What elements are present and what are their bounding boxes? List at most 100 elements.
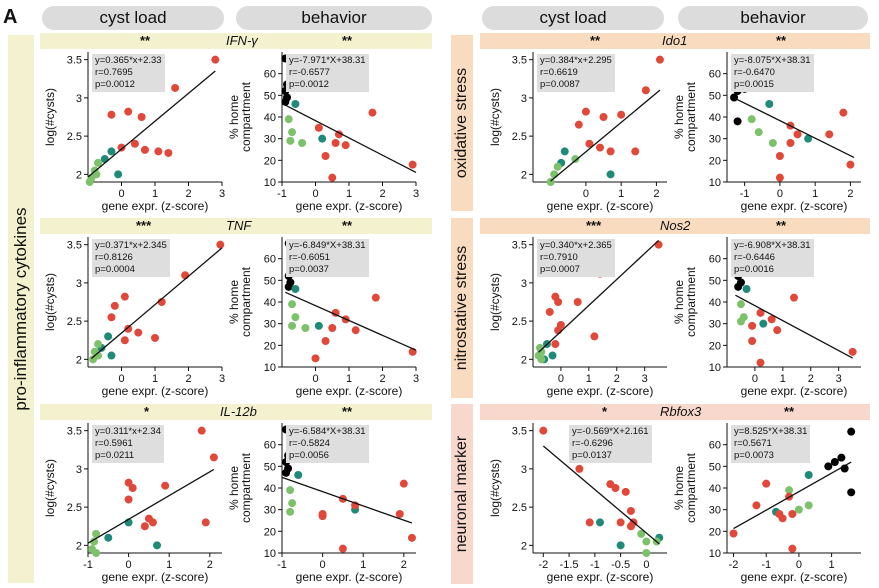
- x-tick-label: 1: [618, 188, 624, 200]
- stats-line: p=0.0211: [95, 450, 135, 461]
- data-point-green: [642, 537, 651, 546]
- y-tick-label: 20: [709, 340, 721, 352]
- data-point-red: [351, 326, 360, 335]
- y-tick-label: 20: [709, 155, 721, 167]
- regression-stats: y=-6.908*X+38.31 r=-0.6446 p=0.0016: [731, 239, 814, 277]
- x-axis-label: gene expr. (z-score): [546, 199, 654, 213]
- data-point-red: [545, 307, 554, 316]
- stats-line: r=0.6619: [540, 67, 578, 78]
- data-point-red: [128, 484, 137, 492]
- data-point-teal: [294, 471, 303, 479]
- side-label-text: nitrostative stress: [453, 245, 470, 371]
- data-point-red: [756, 308, 765, 317]
- regression-line: [730, 95, 855, 158]
- x-tick-label: 0: [796, 559, 802, 571]
- scatter-plot-svg: 2 2.5 3 3.5 0 1 2 3: [67, 237, 225, 385]
- regression-stats: y=-0.569*X+2.161 r=-0.6296 p=0.0137: [569, 425, 652, 463]
- data-point-red: [107, 110, 116, 119]
- sig-behavior: **: [776, 33, 787, 48]
- data-point-black: [824, 462, 833, 471]
- y-tick-label: 10: [709, 362, 721, 374]
- data-point-red: [554, 298, 563, 306]
- regression-line: [735, 294, 853, 359]
- data-point-green: [736, 300, 745, 309]
- regression-line: [538, 239, 660, 353]
- x-tick-label: 1: [152, 188, 158, 200]
- x-tick-label: 0: [752, 373, 758, 385]
- data-point-red: [611, 484, 620, 492]
- stats-line: y=0.384*x+2.295: [540, 55, 612, 66]
- scatter-plot-svg: 2 2.5 3 3.5 0 1 2 3: [67, 52, 225, 200]
- plot-ifng-behavior: 10 20 30 40 50 60 -1 0 1 2 3 y=-7.971*X+38.31 r=-0.6…: [227, 52, 419, 213]
- x-tick-label: 2: [379, 373, 385, 385]
- stats-line: r=-0.6577: [289, 67, 330, 78]
- data-point-green: [94, 340, 103, 349]
- regression-stats: y=0.371*x+2.345 r=0.8126 p=0.0004: [92, 239, 170, 277]
- regression-stats: y=0.340*x+2.365 r=0.7910 p=0.0007: [537, 239, 615, 277]
- y-tick-label: 2: [76, 540, 82, 552]
- stats-line: p=0.0137: [572, 450, 612, 461]
- data-point-green: [94, 351, 103, 360]
- scatter-plot-svg: 10 20 30 40 50 60 -1 0 1 2: [264, 423, 416, 571]
- data-point-red: [314, 123, 323, 132]
- data-point-red: [729, 529, 738, 538]
- x-axis-label: gene expr. (z-score): [295, 199, 403, 213]
- stats-line: r=0.5961: [95, 438, 133, 449]
- regression-stats: y=0.384*x+2.295 r=0.6619 p=0.0087: [537, 54, 615, 92]
- sig-behavior: **: [342, 33, 353, 48]
- data-point-green: [85, 178, 94, 186]
- data-point-teal: [107, 351, 116, 360]
- data-point-red: [626, 522, 635, 531]
- data-point-teal: [606, 170, 615, 179]
- stats-line: y=0.365*x+2.33: [95, 55, 162, 66]
- data-point-red: [596, 143, 604, 152]
- x-tick-label: -1: [740, 188, 750, 200]
- x-tick-label: -1: [761, 559, 771, 571]
- data-point-red: [107, 313, 116, 322]
- data-point-green: [804, 501, 813, 510]
- data-point-red: [631, 147, 640, 156]
- y-tick-label: 60: [709, 440, 721, 452]
- data-point-red: [341, 141, 350, 150]
- x-tick-label: 1: [586, 373, 592, 385]
- data-point-green: [642, 549, 651, 557]
- stats-line: p=0.0087: [540, 79, 580, 90]
- stats-line: y=0.371*x+2.345: [95, 240, 167, 251]
- y-tick-label: 40: [264, 483, 276, 495]
- x-axis-label: gene expr. (z-score): [546, 570, 654, 584]
- data-point-red: [395, 510, 404, 518]
- data-point-red: [140, 145, 149, 154]
- data-point-green: [284, 115, 293, 124]
- y-tick-label: 2: [76, 354, 82, 366]
- x-tick-label: 1: [812, 188, 818, 200]
- y-tick-label: 20: [264, 155, 276, 167]
- data-point-red: [790, 293, 798, 302]
- sig-cyst: ***: [136, 218, 152, 233]
- data-point-red: [762, 479, 771, 488]
- regression-line: [281, 476, 413, 524]
- y-tick-label: 20: [264, 340, 276, 352]
- data-point-red: [767, 315, 776, 324]
- x-axis-label: gene expr. (z-score): [740, 199, 848, 213]
- y-tick-label: 10: [264, 177, 276, 189]
- stats-line: r=0.5671: [734, 438, 772, 449]
- regression-line: [281, 102, 417, 174]
- x-tick-label: 2: [185, 188, 191, 200]
- panel-letter: A: [3, 6, 18, 28]
- y-tick-label: 30: [709, 134, 721, 146]
- sig-cyst: *: [602, 404, 608, 419]
- data-point-teal: [291, 100, 300, 108]
- sig-behavior: **: [342, 404, 353, 419]
- y-tick-label: 3.5: [67, 426, 82, 438]
- stats-line: y=-6.849*X+38.31: [289, 240, 366, 251]
- regression-stats: y=0.311*x+2.34 r=0.5961 p=0.0211: [92, 425, 164, 463]
- data-point-red: [756, 358, 765, 367]
- data-point-red: [574, 120, 583, 129]
- stats-line: p=0.0056: [289, 450, 329, 461]
- data-point-red: [748, 321, 757, 330]
- data-point-teal: [104, 332, 113, 341]
- y-tick-label: 40: [709, 483, 721, 495]
- sig-cyst: ***: [586, 218, 602, 233]
- data-point-red: [137, 113, 146, 121]
